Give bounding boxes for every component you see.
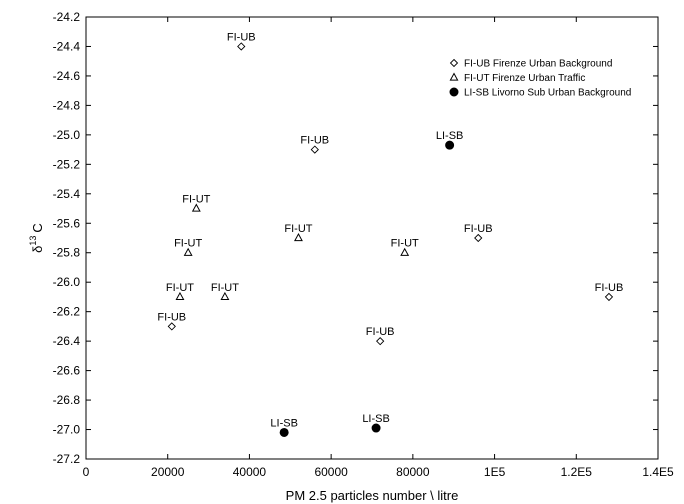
data-point-triangle (220, 291, 230, 301)
point-label: LI-SB (436, 130, 464, 142)
legend-marker-triangle (449, 72, 459, 81)
y-tick-label: -24.8 (53, 98, 81, 112)
y-tick-label: -25.2 (53, 157, 81, 171)
y-axis-ticks: -24.2 -24.4 -24.6 -24.8 -25.0 -25.2 -25.4 -25.6… (53, 10, 658, 466)
y-tick-label: -24.6 (53, 69, 81, 83)
data-point-triangle (175, 291, 185, 301)
point-label: FI-UT (391, 238, 419, 250)
x-tick-label: 60000 (314, 465, 348, 479)
data-point-diamond (376, 336, 385, 346)
y-tick-label: -26.0 (53, 275, 81, 289)
x-axis-ticks: 0 20000 40000 60000 80000 1E5 1.2E5 1.4E5 (83, 17, 674, 479)
x-tick-label: 1.4E5 (642, 465, 674, 479)
point-label: FI-UB (227, 31, 256, 43)
data-point-diamond (167, 322, 176, 331)
y-axis-label-sup: 13 (28, 236, 38, 246)
legend-entry: LI-SB Livorno Sub Urban Background (464, 88, 631, 99)
y-tick-label: -25.8 (53, 246, 81, 260)
legend-entry: FI-UB Firenze Urban Background (464, 59, 612, 70)
y-tick-label: -26.2 (53, 305, 81, 319)
data-point-diamond (474, 233, 483, 243)
data-point-circle (445, 140, 455, 150)
y-axis-label-main: δ (30, 246, 45, 253)
x-tick-label: 20000 (151, 465, 185, 479)
x-axis-label: PM 2.5 particles number \ litre (286, 488, 459, 503)
y-axis-label-tail: C (30, 223, 45, 232)
y-tick-label: -26.4 (53, 334, 81, 348)
legend: FI-UB Firenze Urban Background FI-UT Fire… (449, 58, 631, 99)
data-point-triangle (400, 247, 410, 256)
data-point-triangle (294, 232, 303, 242)
legend-marker-circle (449, 87, 459, 97)
y-tick-label: -24.4 (53, 39, 81, 53)
svg-text:δ13C: δ13 C (28, 223, 45, 253)
y-tick-label: -25.0 (53, 128, 81, 142)
y-tick-label: -24.2 (53, 10, 81, 24)
point-label: FI-UT (182, 194, 210, 206)
point-label: FI-UB (464, 223, 493, 235)
x-tick-label: 40000 (233, 465, 267, 479)
y-tick-label: -27.0 (53, 423, 81, 437)
point-label: FI-UB (157, 311, 186, 323)
y-tick-label: -25.4 (53, 187, 81, 201)
point-label: LI-SB (270, 417, 298, 429)
x-tick-label: 80000 (396, 465, 430, 479)
y-tick-label: -26.6 (53, 364, 81, 378)
point-label: FI-UT (284, 223, 312, 235)
y-tick-label: -27.2 (53, 452, 81, 466)
point-label: FI-UB (595, 282, 624, 294)
data-point-triangle (191, 203, 201, 212)
point-label: FI-UT (211, 282, 239, 294)
point-label: FI-UT (174, 238, 202, 250)
data-point-diamond (310, 145, 319, 154)
x-tick-label: 1E5 (484, 465, 506, 479)
data-point-diamond (237, 42, 246, 51)
x-tick-label: 0 (83, 465, 90, 479)
data-point-circle (279, 427, 289, 437)
y-tick-label: -25.6 (53, 216, 81, 230)
x-tick-label: 1.2E5 (561, 465, 593, 479)
data-points: FI-UB FI-UB FI-UB FI-UB FI-UB FI-UB FI-UT FI-UT… (157, 31, 624, 437)
point-label: FI-UT (166, 282, 194, 294)
y-tick-label: -26.8 (53, 393, 81, 407)
point-label: LI-SB (362, 413, 390, 425)
y-axis-label: δ13 C (28, 223, 45, 253)
point-label: FI-UB (366, 326, 395, 338)
data-point-circle (371, 423, 381, 433)
data-point-diamond (604, 292, 614, 302)
plot-frame (85, 16, 659, 460)
legend-entry: FI-UT Firenze Urban Traffic (464, 73, 585, 84)
point-label: FI-UB (300, 135, 329, 147)
legend-marker-diamond (449, 58, 459, 68)
data-point-triangle (183, 247, 193, 256)
